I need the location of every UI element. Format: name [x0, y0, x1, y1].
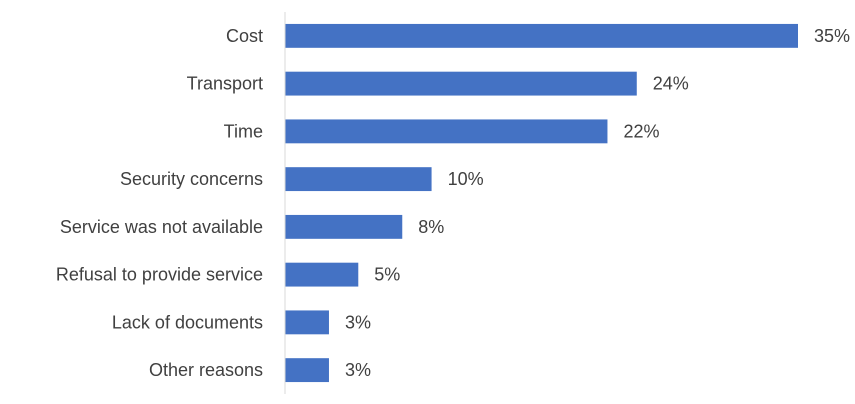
bars-layer — [285, 23, 798, 383]
bar-cost — [285, 23, 798, 48]
value-label: 35% — [814, 26, 850, 46]
bar-refusal-to-provide-service — [285, 262, 359, 287]
category-label: Transport — [187, 74, 263, 94]
category-label: Time — [224, 121, 263, 141]
category-label: Cost — [226, 26, 263, 46]
bar-lack-of-documents — [285, 310, 329, 335]
category-label: Other reasons — [149, 360, 263, 380]
value-label: 3% — [345, 312, 371, 332]
value-label: 8% — [418, 217, 444, 237]
value-label: 3% — [345, 360, 371, 380]
value-label: 24% — [653, 74, 689, 94]
bar-time — [285, 119, 608, 144]
category-label: Service was not available — [60, 217, 263, 237]
bar-other-reasons — [285, 358, 329, 383]
category-label: Lack of documents — [112, 312, 263, 332]
bar-service-was-not-available — [285, 214, 403, 239]
category-label: Refusal to provide service — [56, 265, 263, 285]
bar-transport — [285, 71, 637, 96]
value-label: 5% — [374, 265, 400, 285]
labels-layer: Cost 35% Transport 24% Time 22% Security conce… — [56, 26, 850, 380]
bar-security-concerns — [285, 167, 432, 192]
value-label: 22% — [623, 121, 659, 141]
value-label: 10% — [448, 169, 484, 189]
category-label: Security concerns — [120, 169, 263, 189]
